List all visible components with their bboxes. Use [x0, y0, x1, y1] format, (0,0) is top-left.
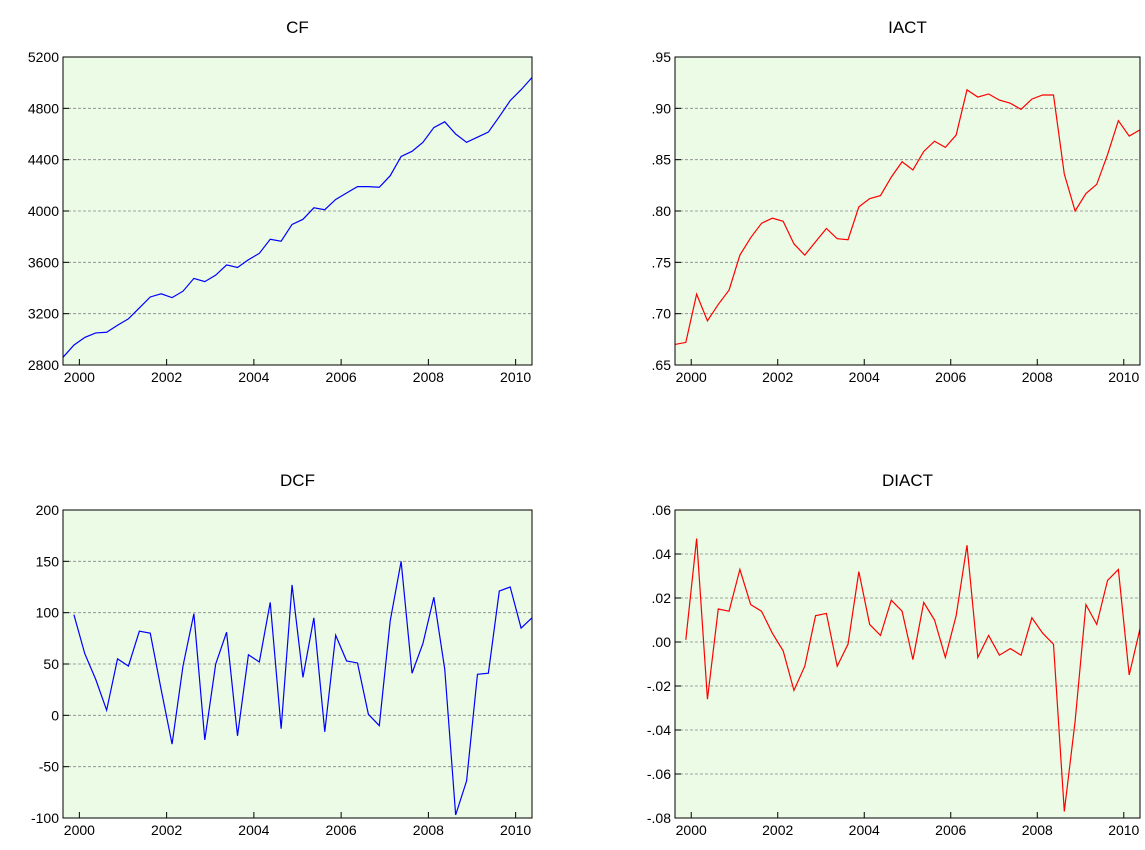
- y-tick-label: 4000: [28, 203, 59, 219]
- x-tick-label: 2000: [676, 369, 707, 385]
- y-tick-label: .80: [652, 203, 672, 219]
- plot-area: [675, 510, 1140, 818]
- x-tick-label: 2002: [151, 369, 182, 385]
- x-tick-label: 2002: [762, 822, 793, 838]
- chart-title: DCF: [280, 471, 315, 490]
- x-tick-label: 2006: [935, 822, 966, 838]
- y-tick-label: .65: [652, 357, 672, 373]
- y-tick-label: 50: [43, 656, 59, 672]
- y-tick-label: 5200: [28, 49, 59, 65]
- x-tick-label: 2008: [1022, 822, 1053, 838]
- y-tick-label: -.06: [647, 766, 671, 782]
- data-line: [73, 561, 533, 816]
- y-tick-label: .06: [652, 502, 672, 518]
- x-tick-label: 2002: [151, 822, 182, 838]
- x-tick-label: 2004: [849, 369, 880, 385]
- data-line: [685, 538, 1141, 812]
- y-tick-label: 4800: [28, 100, 59, 116]
- x-tick-label: 2000: [64, 822, 95, 838]
- y-tick-label: .95: [652, 49, 672, 65]
- x-tick-label: 2010: [1108, 369, 1139, 385]
- x-tick-label: 2000: [676, 822, 707, 838]
- plot-frame: [62, 56, 533, 366]
- y-tick-label: 100: [36, 605, 60, 621]
- x-tick-label: 2006: [326, 369, 357, 385]
- x-tick-label: 2004: [238, 822, 269, 838]
- plot-frame: [62, 509, 533, 819]
- x-tick-label: 2008: [413, 822, 444, 838]
- y-tick-label: -.04: [647, 722, 671, 738]
- plot-frame: [674, 56, 1141, 366]
- y-tick-label: 4400: [28, 152, 59, 168]
- y-tick-label: 200: [36, 502, 60, 518]
- x-tick-label: 2008: [1022, 369, 1053, 385]
- y-tick-label: .85: [652, 152, 672, 168]
- y-tick-label: 3200: [28, 306, 59, 322]
- y-tick-label: -50: [39, 759, 59, 775]
- chart-title: DIACT: [882, 471, 933, 490]
- x-tick-label: 2006: [326, 822, 357, 838]
- y-tick-label: .00: [652, 634, 672, 650]
- x-tick-label: 2010: [1108, 822, 1139, 838]
- y-tick-label: -.02: [647, 678, 671, 694]
- x-tick-label: 2008: [413, 369, 444, 385]
- y-tick-label: .75: [652, 254, 672, 270]
- y-tick-label: -.08: [647, 810, 671, 826]
- chart-title: CF: [286, 18, 309, 37]
- data-line: [62, 77, 533, 358]
- x-tick-label: 2002: [762, 369, 793, 385]
- x-tick-label: 2006: [935, 369, 966, 385]
- y-tick-label: .90: [652, 100, 672, 116]
- plot-frame: [674, 509, 1141, 819]
- y-tick-label: 3600: [28, 254, 59, 270]
- y-tick-label: 2800: [28, 357, 59, 373]
- y-tick-label: .70: [652, 306, 672, 322]
- x-tick-label: 2010: [500, 822, 531, 838]
- y-tick-label: .04: [652, 546, 672, 562]
- x-tick-label: 2010: [500, 369, 531, 385]
- x-tick-label: 2004: [849, 822, 880, 838]
- x-tick-label: 2004: [238, 369, 269, 385]
- x-tick-label: 2000: [64, 369, 95, 385]
- y-tick-label: 150: [36, 553, 60, 569]
- y-tick-label: -100: [31, 810, 59, 826]
- chart-title: IACT: [888, 18, 927, 37]
- data-line: [674, 88, 1141, 346]
- y-tick-label: .02: [652, 590, 672, 606]
- y-tick-label: 0: [51, 707, 59, 723]
